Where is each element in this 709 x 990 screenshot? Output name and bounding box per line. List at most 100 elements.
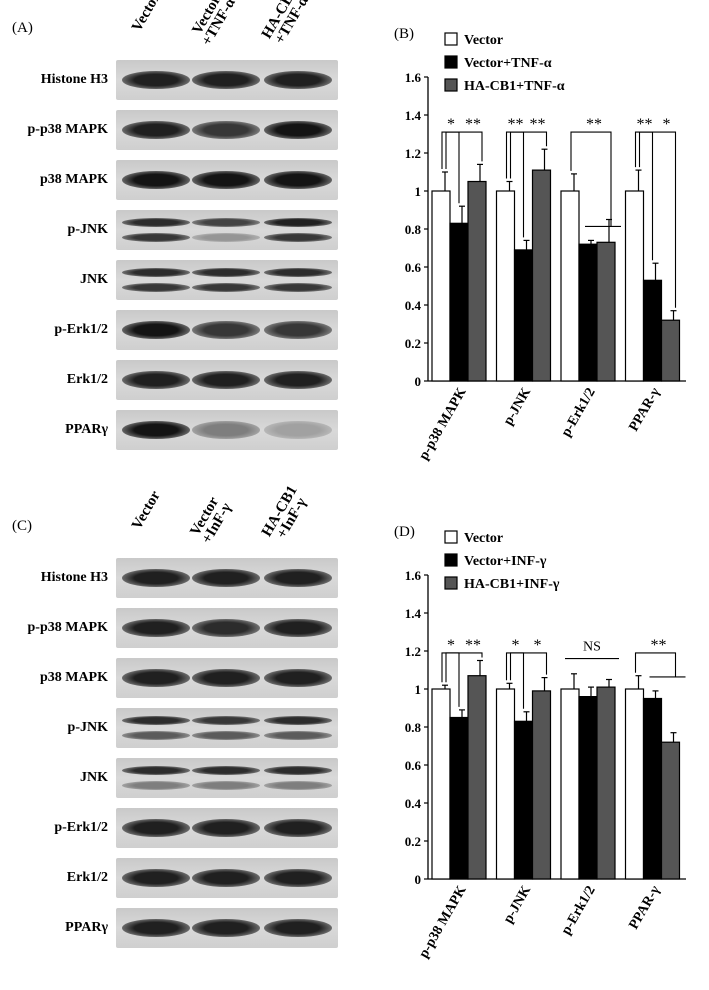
bar <box>660 741 681 880</box>
y-tick-label: 1.4 <box>405 606 422 621</box>
blot-band <box>122 669 190 687</box>
blot-band <box>122 869 190 887</box>
lane-header: HA-CB1 +TNF-α <box>258 0 312 47</box>
legend-swatch <box>444 576 458 590</box>
category-label: p-JNK <box>501 883 534 926</box>
significance-label: ** <box>637 116 653 133</box>
blot-band <box>192 569 260 587</box>
y-tick-label: 1 <box>415 184 422 199</box>
y-tick-label: 1.6 <box>405 70 422 85</box>
blot-strip <box>116 260 338 300</box>
panel-letter: (D) <box>394 524 415 540</box>
y-tick-label: 1.4 <box>405 108 422 123</box>
bar <box>624 190 645 382</box>
y-tick-label: 1.2 <box>405 644 421 659</box>
lane-header: Vector +InF-γ <box>187 494 235 547</box>
blot-band <box>264 233 332 242</box>
bar <box>531 169 552 382</box>
blot-band <box>192 781 260 790</box>
bar <box>513 249 534 382</box>
bar <box>578 243 598 382</box>
bar <box>513 720 534 880</box>
significance-label: ** <box>465 116 481 133</box>
blot-band <box>264 731 332 740</box>
blot-strip <box>116 708 338 748</box>
bar <box>560 190 580 382</box>
legend-swatch <box>444 32 458 46</box>
blot-band <box>264 569 332 587</box>
blot-band <box>122 766 190 775</box>
significance-label: ** <box>530 116 546 133</box>
category-label: PPAR-γ <box>626 883 663 932</box>
category-label: PPAR-γ <box>626 385 663 434</box>
legend-label: Vector <box>464 531 503 546</box>
category-label: p-p38 MAPK <box>416 883 469 960</box>
blot-row-label: PPARγ <box>65 920 108 935</box>
blot-band <box>264 421 332 439</box>
bar <box>642 279 663 382</box>
blot-strip <box>116 210 338 250</box>
blot-band <box>122 171 190 189</box>
blot-row-label: Histone H3 <box>40 570 108 585</box>
y-tick-label: 0.4 <box>405 796 422 811</box>
y-tick-label: 0.2 <box>405 336 421 351</box>
y-tick-label: 0.8 <box>405 222 422 237</box>
significance-label: ** <box>508 116 524 133</box>
significance-bracket <box>509 131 548 179</box>
blot-band <box>192 919 260 937</box>
legend-swatch <box>444 530 458 544</box>
blot-band <box>192 869 260 887</box>
bar <box>467 180 487 382</box>
blot-row-label: p-p38 MAPK <box>27 620 109 635</box>
category-label: p-Erk1/2 <box>559 386 599 440</box>
blot-band <box>122 233 190 242</box>
significance-bracket <box>445 652 483 683</box>
y-tick-label: 0 <box>415 872 422 887</box>
blot-band <box>264 766 332 775</box>
panel-letter-c: (C) <box>12 518 32 534</box>
blot-band <box>122 781 190 790</box>
blot-band <box>264 121 332 139</box>
blot-band <box>264 371 332 389</box>
blot-row-label: Erk1/2 <box>66 870 108 885</box>
legend-label: HA-CB1+TNF-α <box>464 79 565 94</box>
bar <box>578 696 598 880</box>
blot-row-label: Erk1/2 <box>66 372 108 387</box>
blot-band <box>264 171 332 189</box>
blot-band <box>192 731 260 740</box>
y-tick-label: 1 <box>415 682 422 697</box>
blot-band <box>192 71 260 89</box>
bar <box>431 688 451 880</box>
lane-header: HA-CB1 +InF-γ <box>258 483 310 542</box>
lane-header: Vector +TNF-α <box>189 0 239 49</box>
blot-row-label: PPARγ <box>65 422 108 437</box>
blot-band <box>122 71 190 89</box>
lane-header: Vector <box>129 488 164 533</box>
blot-band <box>192 766 260 775</box>
blot-band <box>264 218 332 227</box>
blot-band <box>122 283 190 292</box>
blot-band <box>264 781 332 790</box>
lane-header: Vector <box>129 0 164 35</box>
blot-band <box>192 421 260 439</box>
blot-band <box>122 731 190 740</box>
significance-bracket <box>509 652 548 681</box>
blot-band <box>264 669 332 687</box>
blot-band <box>122 919 190 937</box>
legend-label: HA-CB1+INF-γ <box>464 577 560 592</box>
significance-label: NS <box>583 640 601 655</box>
y-tick-label: 0.8 <box>405 720 422 735</box>
blot-band <box>192 283 260 292</box>
y-tick-label: 0.4 <box>405 298 422 313</box>
significance-label: * <box>663 116 671 133</box>
legend-label: Vector+INF-γ <box>464 554 547 569</box>
panel-letter-a: (A) <box>12 20 33 36</box>
blot-band <box>122 121 190 139</box>
category-label: p-p38 MAPK <box>416 385 469 462</box>
blot-row-label: p-p38 MAPK <box>27 122 109 137</box>
blot-band <box>264 869 332 887</box>
legend-swatch <box>444 78 458 92</box>
blot-band <box>192 268 260 277</box>
bar <box>467 675 487 880</box>
category-label: p-JNK <box>501 385 534 428</box>
